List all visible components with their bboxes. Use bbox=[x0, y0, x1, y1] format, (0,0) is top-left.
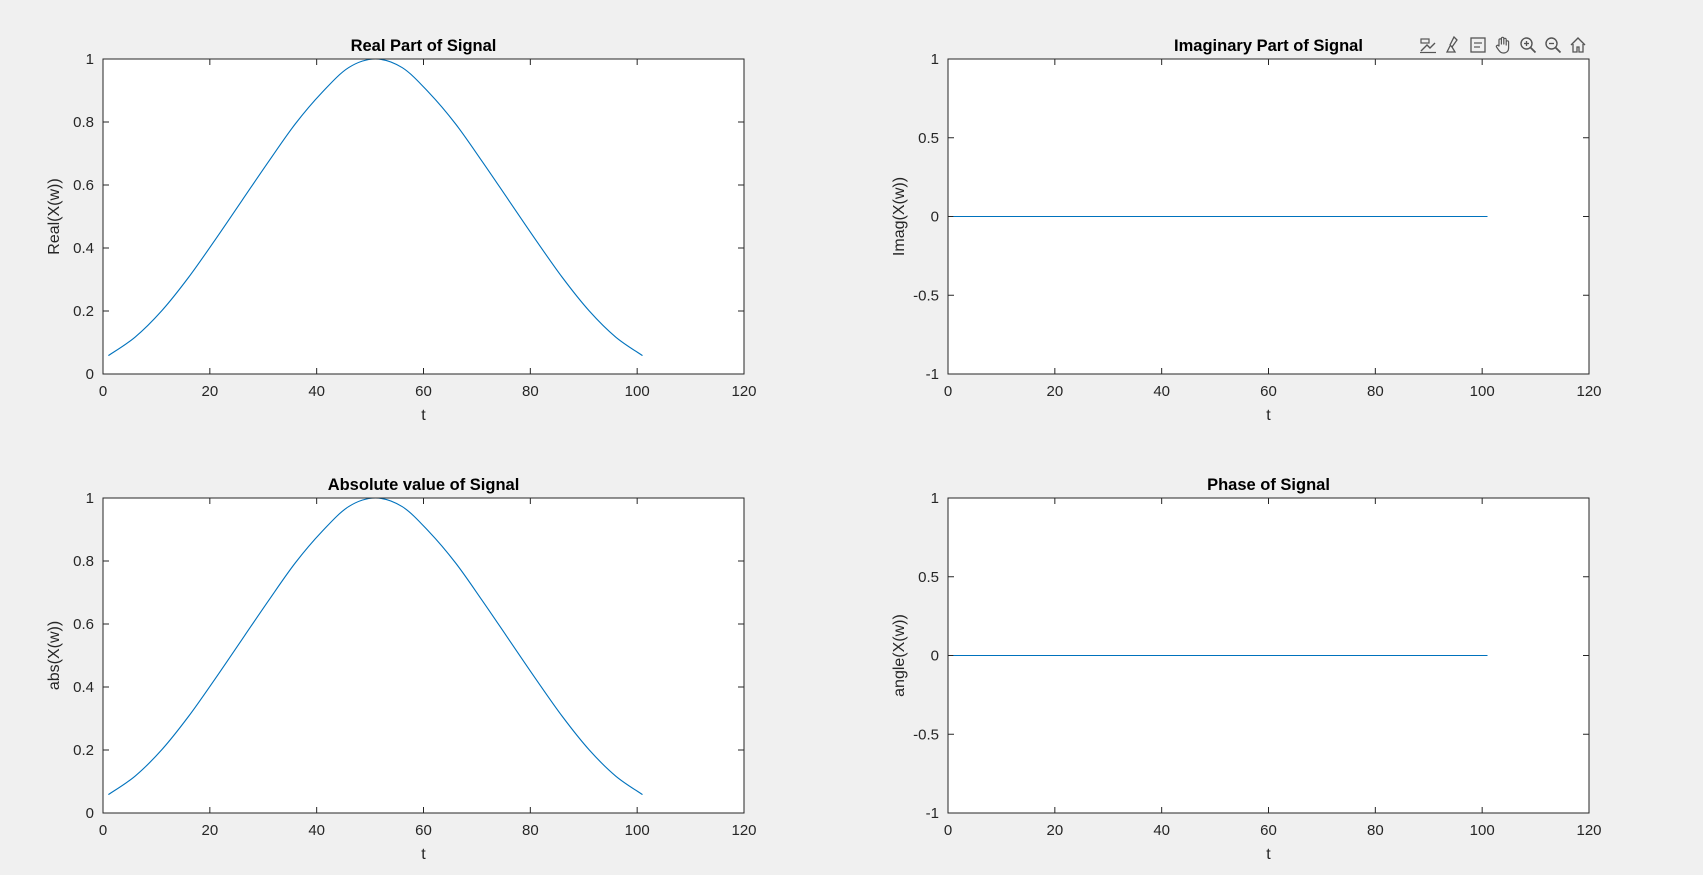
plot-area[interactable] bbox=[103, 59, 744, 374]
x-tick-label: 0 bbox=[99, 822, 107, 839]
y-tick-label: 0 bbox=[86, 366, 94, 383]
x-tick-label: 100 bbox=[625, 383, 650, 400]
y-tick-label: 0.8 bbox=[73, 553, 94, 570]
x-tick-label: 60 bbox=[415, 822, 432, 839]
x-tick-label: 100 bbox=[1470, 383, 1495, 400]
x-axis-label: t bbox=[421, 846, 426, 863]
brush-button[interactable] bbox=[1441, 34, 1464, 57]
y-axis-label: Imag(X(w)) bbox=[891, 177, 908, 256]
pan-button[interactable] bbox=[1491, 34, 1514, 57]
x-tick-label: 60 bbox=[1260, 822, 1277, 839]
y-tick-label: 0 bbox=[86, 805, 94, 822]
x-tick-label: 80 bbox=[522, 822, 539, 839]
x-tick-label: 80 bbox=[1367, 822, 1384, 839]
subplot-3: 0 20 40 60 80 100 120 0 0.2 0.4 0.6 0.8 1 Absolute va… bbox=[46, 476, 757, 863]
x-tick-label: 100 bbox=[625, 822, 650, 839]
zoom-out-icon bbox=[1544, 37, 1561, 54]
home-icon bbox=[1570, 37, 1585, 53]
chart-title: Imaginary Part of Signal bbox=[1174, 37, 1363, 55]
y-tick-label: -0.5 bbox=[913, 287, 939, 304]
y-tick-label: 0 bbox=[931, 648, 939, 665]
x-tick-label: 20 bbox=[1046, 822, 1063, 839]
axes-frame bbox=[947, 497, 1590, 814]
x-tick-label: 120 bbox=[1576, 383, 1601, 400]
y-tick-label: -1 bbox=[926, 805, 939, 822]
x-axis-label: t bbox=[1266, 407, 1271, 424]
x-tick-label: 120 bbox=[1576, 822, 1601, 839]
subplot-2: 0 20 40 60 80 100 120 -1 -0.5 0 0.5 1 Imaginary Part… bbox=[891, 37, 1602, 424]
x-tick-label: 60 bbox=[1260, 383, 1277, 400]
x-tick-label: 0 bbox=[99, 383, 107, 400]
y-tick-label: 0.4 bbox=[73, 240, 94, 257]
x-axis-label: t bbox=[421, 407, 426, 424]
chart-title: Absolute value of Signal bbox=[328, 476, 520, 494]
y-tick-label: 0.2 bbox=[73, 742, 94, 759]
y-axis-label: angle(X(w)) bbox=[891, 614, 908, 697]
y-tick-label: 0 bbox=[931, 209, 939, 226]
restore-view-icon bbox=[1469, 37, 1486, 53]
x-axis-label: t bbox=[1266, 846, 1271, 863]
axes-frame bbox=[102, 58, 745, 375]
x-tick-label: 20 bbox=[201, 383, 218, 400]
y-tick-label: 0.5 bbox=[918, 569, 939, 586]
y-tick-label: 0.4 bbox=[73, 679, 94, 696]
x-tick-label: 20 bbox=[1046, 383, 1063, 400]
data-tips-icon bbox=[1419, 38, 1436, 54]
x-tick-label: 40 bbox=[308, 822, 325, 839]
x-tick-label: 120 bbox=[731, 383, 756, 400]
x-tick-label: 40 bbox=[1153, 383, 1170, 400]
y-tick-label: 0.5 bbox=[918, 130, 939, 147]
restore-view-button[interactable] bbox=[1466, 34, 1489, 57]
x-tick-label: 80 bbox=[1367, 383, 1384, 400]
chart-title: Real Part of Signal bbox=[351, 37, 497, 55]
y-tick-label: 1 bbox=[931, 490, 939, 507]
y-tick-label: -1 bbox=[926, 366, 939, 383]
y-tick-label: -0.5 bbox=[913, 726, 939, 743]
y-axis-label: Real(X(w)) bbox=[46, 178, 63, 254]
y-tick-label: 1 bbox=[931, 51, 939, 68]
zoom-in-button[interactable] bbox=[1516, 34, 1539, 57]
x-tick-label: 20 bbox=[201, 822, 218, 839]
y-tick-label: 1 bbox=[86, 490, 94, 507]
x-tick-label: 100 bbox=[1470, 822, 1495, 839]
axes-toolbar bbox=[1416, 33, 1589, 57]
pan-hand-icon bbox=[1495, 36, 1509, 54]
brush-icon bbox=[1445, 35, 1458, 53]
x-tick-label: 80 bbox=[522, 383, 539, 400]
subplot-4: 0 20 40 60 80 100 120 -1 -0.5 0 0.5 1 Phase of Signa… bbox=[891, 476, 1602, 863]
subplot-1: 0 20 40 60 80 100 120 0 0.2 0.4 0.6 0.8 1 Real Part o… bbox=[46, 37, 757, 424]
x-tick-label: 60 bbox=[415, 383, 432, 400]
zoom-out-button[interactable] bbox=[1541, 34, 1564, 57]
x-tick-label: 40 bbox=[308, 383, 325, 400]
y-tick-label: 0.8 bbox=[73, 114, 94, 131]
x-tick-label: 40 bbox=[1153, 822, 1170, 839]
home-button[interactable] bbox=[1566, 34, 1589, 57]
axes-frame bbox=[102, 497, 745, 814]
y-tick-label: 1 bbox=[86, 51, 94, 68]
x-tick-label: 0 bbox=[944, 383, 952, 400]
y-axis-label: abs(X(w)) bbox=[46, 621, 63, 690]
y-tick-label: 0.6 bbox=[73, 177, 94, 194]
zoom-in-icon bbox=[1519, 37, 1536, 54]
chart-title: Phase of Signal bbox=[1207, 476, 1330, 494]
x-tick-label: 120 bbox=[731, 822, 756, 839]
x-tick-label: 0 bbox=[944, 822, 952, 839]
y-tick-label: 0.2 bbox=[73, 303, 94, 320]
axes-frame bbox=[947, 58, 1590, 375]
plot-area[interactable] bbox=[103, 498, 744, 813]
y-tick-label: 0.6 bbox=[73, 616, 94, 633]
data-tips-button[interactable] bbox=[1416, 34, 1439, 57]
